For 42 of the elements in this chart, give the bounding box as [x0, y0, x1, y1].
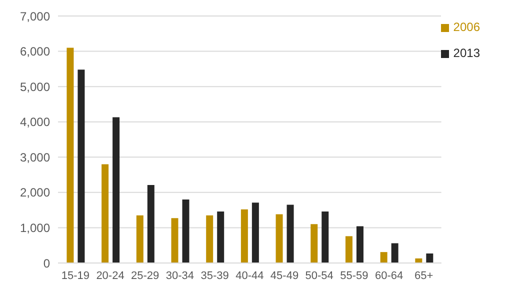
- x-tick-label: 50-54: [305, 270, 334, 282]
- legend-label: 2006: [453, 20, 480, 34]
- x-tick-label: 15-19: [61, 270, 90, 282]
- x-tick-label: 25-29: [131, 270, 160, 282]
- y-tick-label: 7,000: [20, 9, 50, 24]
- bar: [380, 252, 388, 263]
- bar: [171, 218, 178, 263]
- y-tick-label: 0: [43, 256, 50, 270]
- bar: [102, 164, 109, 263]
- y-tick-label: 3,000: [20, 150, 50, 164]
- x-tick-label: 40-44: [236, 270, 264, 282]
- x-tick-label: 55-59: [340, 270, 368, 282]
- x-tick-label: 45-49: [270, 270, 299, 282]
- x-tick-label: 35-39: [200, 270, 229, 282]
- x-tick-label: 20-24: [96, 270, 124, 282]
- bar: [276, 214, 283, 263]
- bar: [426, 253, 434, 263]
- bar: [240, 209, 248, 263]
- y-tick-label: 6,000: [20, 44, 50, 59]
- y-tick-label: 5,000: [20, 80, 50, 94]
- x-tick-label: 30-34: [166, 270, 194, 282]
- bar: [252, 202, 259, 263]
- x-tick-label: 60-64: [374, 270, 404, 282]
- bar: [286, 204, 294, 263]
- y-tick-label: 4,000: [20, 115, 50, 130]
- bar: [206, 215, 214, 263]
- y-tick-label: 2,000: [20, 186, 50, 200]
- bar: [391, 243, 398, 263]
- bar: [217, 211, 224, 263]
- bar: [182, 199, 190, 263]
- bar: [310, 224, 318, 263]
- bar: [66, 48, 74, 263]
- bar: [78, 70, 85, 263]
- bar: [136, 215, 144, 263]
- bar: [112, 117, 120, 263]
- bar: [345, 236, 352, 263]
- bar: [147, 185, 154, 263]
- legend-label: 2013: [453, 46, 480, 60]
- x-tick-label: 65+: [414, 270, 434, 282]
- y-tick-label: 1,000: [20, 220, 50, 235]
- bar: [322, 211, 329, 263]
- bar: [356, 226, 364, 263]
